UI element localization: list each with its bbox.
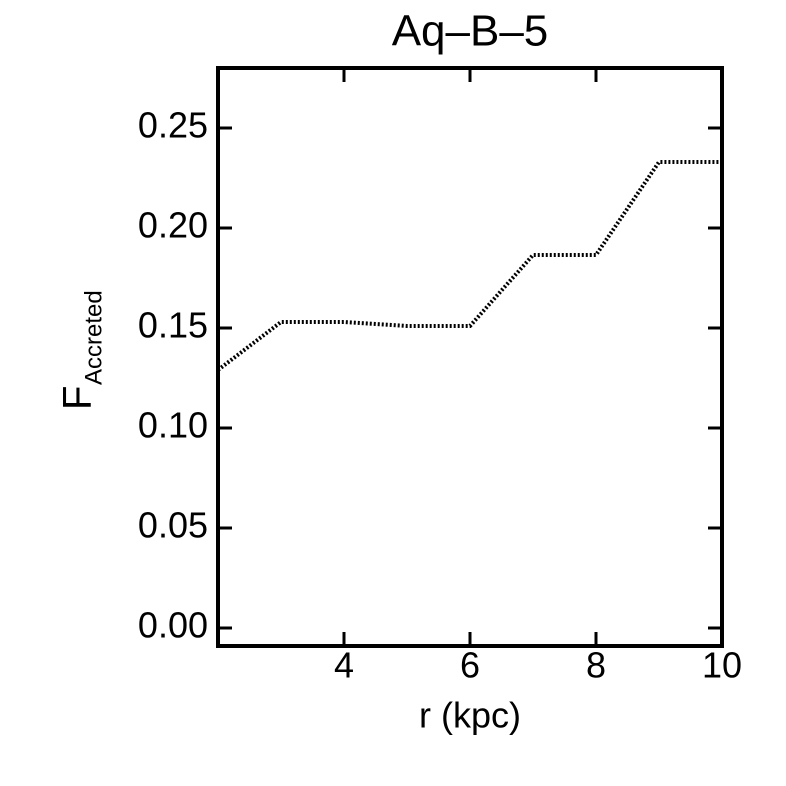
y-tick-label: 0.00 [138,605,208,646]
x-tick-label: 4 [334,645,354,686]
chart-title: Aq–B–5 [392,7,549,56]
y-tick-label: 0.05 [138,505,208,546]
x-axis-label: r (kpc) [419,695,521,736]
y-tick-label: 0.10 [138,405,208,446]
y-axis-label-subscript: Accreted [80,290,107,385]
x-tick-label: 10 [702,645,742,686]
x-tick-label: 8 [586,645,606,686]
y-tick-label: 0.20 [138,205,208,246]
y-tick-label: 0.25 [138,105,208,146]
x-tick-label: 6 [460,645,480,686]
plot-frame [216,66,724,648]
y-tick-label: 0.15 [138,305,208,346]
y-axis-label: F [56,386,100,410]
data-line [216,160,722,372]
